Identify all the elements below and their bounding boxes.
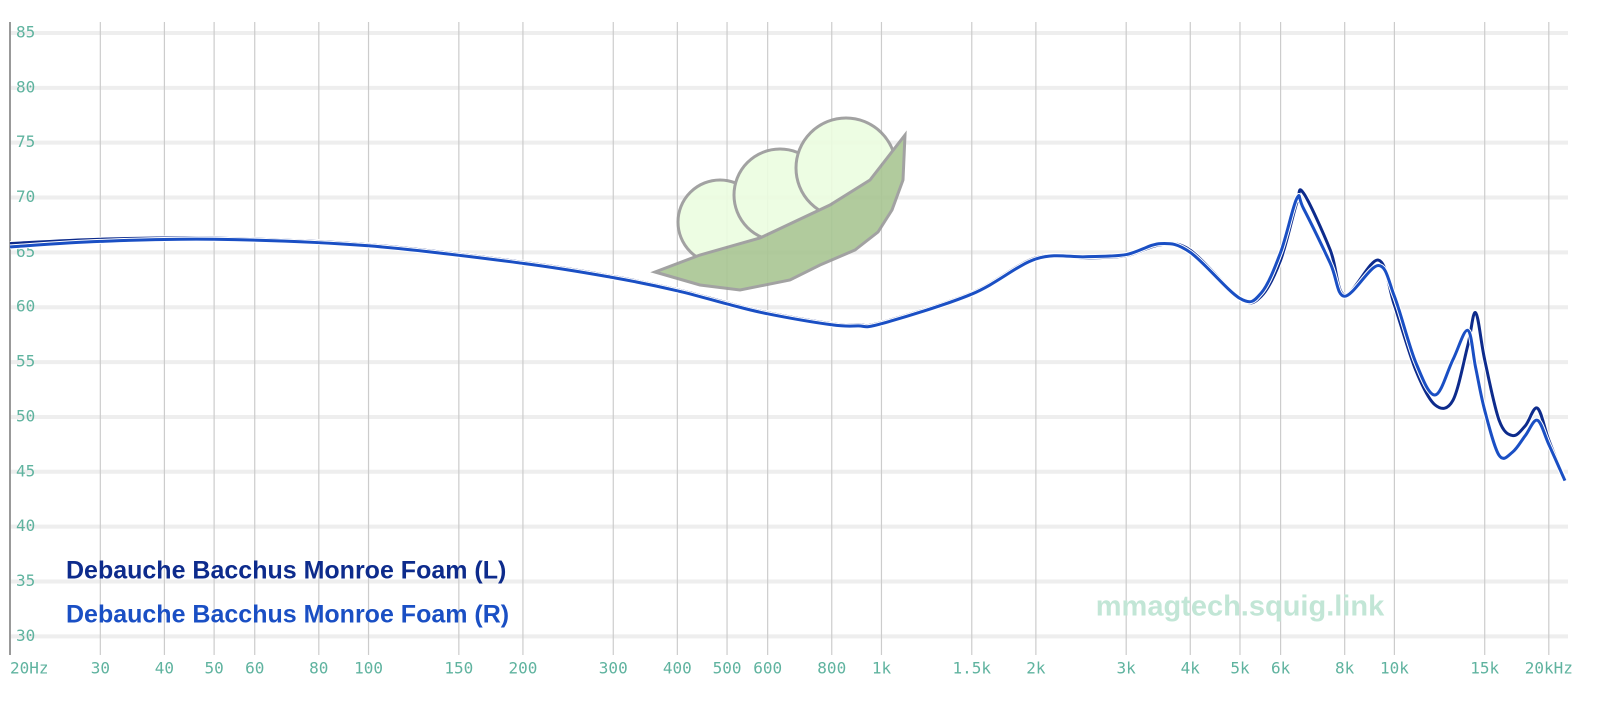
x-tick-label: 1k <box>872 659 892 678</box>
x-tick-label: 200 <box>508 659 537 678</box>
legend-entry: Debauche Bacchus Monroe Foam (L) <box>66 557 506 585</box>
x-tick-label: 20kHz <box>1525 659 1573 678</box>
logo <box>650 116 907 292</box>
x-tick-label: 300 <box>599 659 628 678</box>
y-tick-label: 70 <box>16 187 35 206</box>
y-tick-label: 75 <box>16 132 35 151</box>
x-tick-label: 6k <box>1271 659 1291 678</box>
x-tick-label: 600 <box>753 659 782 678</box>
x-tick-label: 800 <box>817 659 846 678</box>
x-tick-label: 15k <box>1470 659 1499 678</box>
y-tick-label: 55 <box>16 352 35 371</box>
line <box>9 194 1567 482</box>
y-tick-label: 50 <box>16 406 35 425</box>
x-tick-label: 8k <box>1335 659 1355 678</box>
x-tick-label: 4k <box>1181 659 1201 678</box>
y-tick-label: 60 <box>16 297 35 316</box>
x-tick-label: 50 <box>204 659 223 678</box>
x-tick-label: 5k <box>1230 659 1250 678</box>
x-tick-label: 150 <box>444 659 473 678</box>
y-tick-label: 45 <box>16 461 35 480</box>
y-tick-label: 80 <box>16 77 35 96</box>
x-tick-label: 80 <box>309 659 328 678</box>
x-tick-label: 40 <box>155 659 174 678</box>
x-tick-label: 2k <box>1026 659 1046 678</box>
y-tick-label: 85 <box>16 22 35 41</box>
y-tick-label: 30 <box>16 626 35 645</box>
x-tick-label: 400 <box>663 659 692 678</box>
legend: Debauche Bacchus Monroe Foam (L) Debauche… <box>66 557 509 629</box>
watermark: mmagtech.squig.link <box>1096 591 1385 623</box>
y-tick-label: 35 <box>16 571 35 590</box>
x-tick-label: 3k <box>1117 659 1137 678</box>
x-tick-label: 10k <box>1380 659 1409 678</box>
x-tick-label: 20Hz <box>10 659 49 678</box>
x-tick-label: 100 <box>354 659 383 678</box>
x-tick-label: 1.5k <box>953 659 992 678</box>
y-tick-label: 40 <box>16 516 35 535</box>
x-tick-label: 30 <box>91 659 110 678</box>
plot <box>9 187 1568 482</box>
x-tick-label: 500 <box>713 659 742 678</box>
x-tick-label: 60 <box>245 659 264 678</box>
legend-entry: Debauche Bacchus Monroe Foam (R) <box>66 601 509 629</box>
